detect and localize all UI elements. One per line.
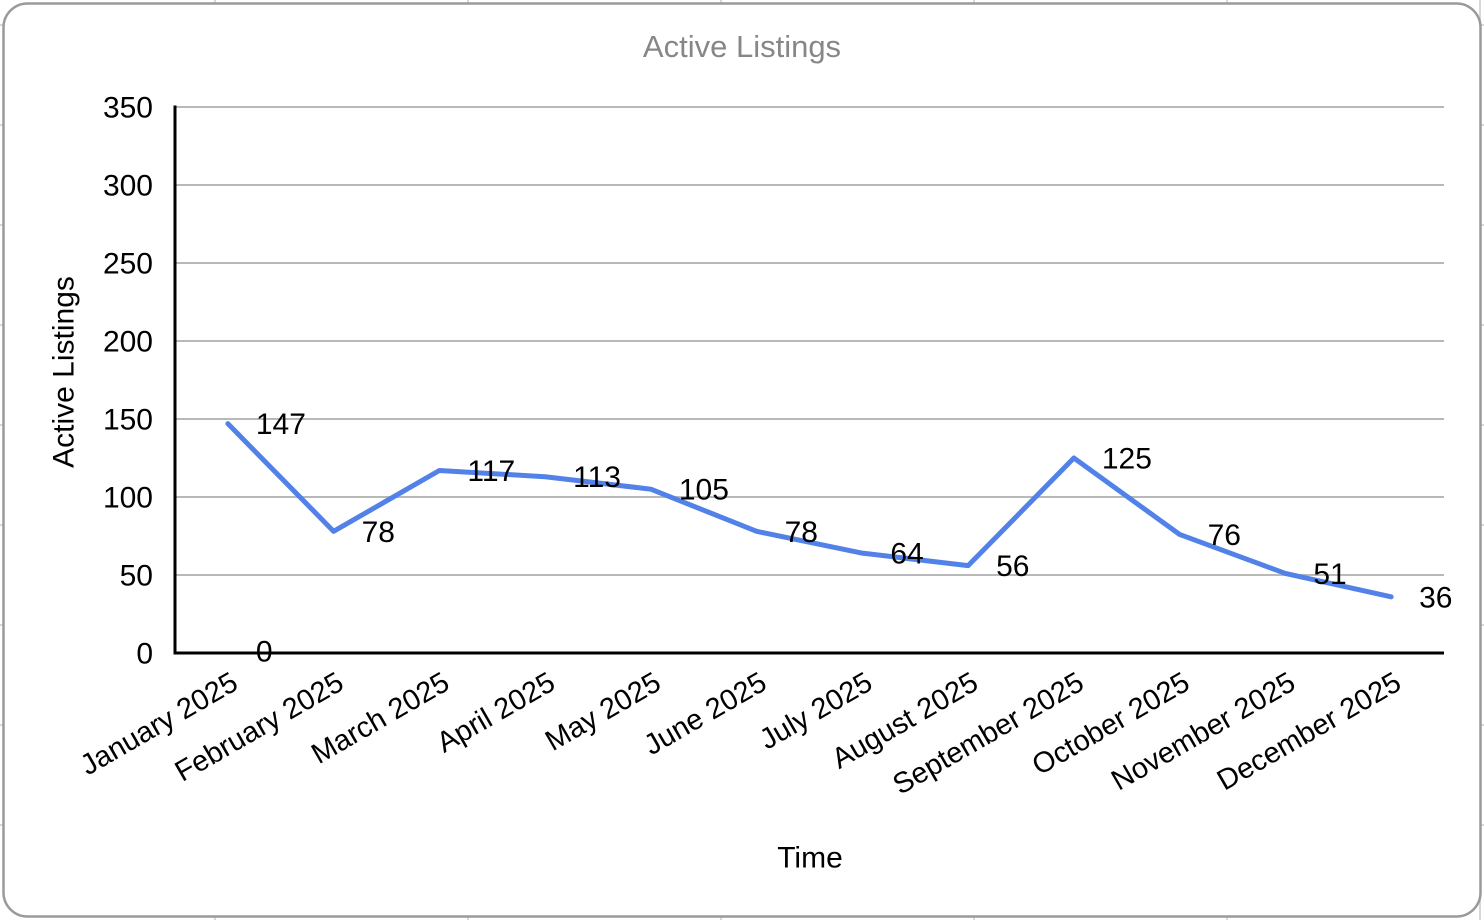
y-tick-label: 50 [120, 560, 153, 593]
data-label: 105 [679, 474, 729, 507]
gridlines [175, 106, 1444, 576]
y-tick-label: 100 [103, 482, 153, 515]
data-label: 56 [996, 550, 1029, 583]
x-axis-title: Time [777, 842, 843, 875]
data-label: 64 [890, 538, 923, 571]
data-label: 36 [1419, 581, 1452, 614]
data-label: 147 [256, 408, 306, 441]
y-tick-label: 250 [103, 248, 153, 281]
y-axis-title: Active Listings [48, 276, 81, 468]
y-tick-label: 150 [103, 404, 153, 437]
y-tick-labels: 0 50 100 150 200 250 300 350 [103, 92, 153, 671]
y-tick-label: 0 [136, 638, 153, 671]
y-tick-label: 200 [103, 326, 153, 359]
data-label: 113 [573, 461, 621, 494]
y-tick-label: 300 [103, 170, 153, 203]
annotation-labels: 0 [256, 636, 273, 669]
series-lines [225, 421, 1394, 600]
series-line [225, 421, 1394, 600]
data-label: 78 [785, 516, 818, 549]
data-label: 78 [362, 516, 395, 549]
zero-data-label: 0 [256, 636, 273, 669]
data-label: 76 [1208, 519, 1241, 552]
data-label: 51 [1313, 558, 1346, 591]
y-tick-label: 350 [103, 92, 153, 125]
data-label: 117 [467, 455, 515, 488]
data-label: 125 [1102, 443, 1152, 476]
chart-title: Active Listings [643, 29, 841, 64]
data-labels: 147 78 117 113 105 78 64 56 125 76 51 36 [256, 408, 1453, 614]
